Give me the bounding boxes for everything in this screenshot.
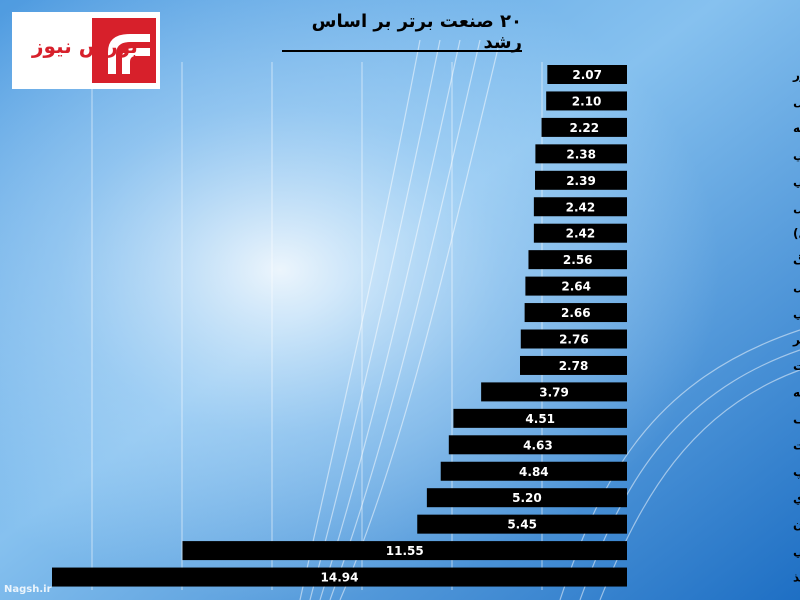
category-label: رايانه — [793, 121, 800, 135]
bar-value-label: 5.45 — [507, 518, 537, 532]
bar — [533, 223, 627, 243]
bar-value-label: 2.22 — [569, 121, 599, 135]
category-label: محصولات شيميايي — [793, 306, 800, 321]
logo-text: بورس نیوز — [32, 34, 138, 58]
bar-value-label: 4.84 — [519, 465, 549, 479]
bar-value-label: 2.64 — [561, 280, 591, 294]
bar-value-label: 2.42 — [566, 227, 596, 241]
bar — [440, 461, 627, 481]
logo-mark-icon — [92, 18, 156, 83]
category-label: شاخص 30 شركت بزرگ — [793, 252, 800, 267]
category-label: شاخص آزاد شناور — [792, 67, 800, 83]
bar — [448, 435, 627, 455]
bar — [426, 488, 627, 508]
watermark: Nagsh.ir — [4, 584, 52, 595]
bar-value-label: 2.66 — [561, 306, 591, 320]
bar — [182, 541, 627, 561]
bar — [453, 408, 627, 428]
chart-title: ۲۰ صنعت برتر بر اساس رشد — [282, 11, 522, 53]
chart-title-text: ۲۰ صنعت برتر بر اساس رشد — [311, 11, 522, 53]
bar-value-label: 2.78 — [559, 359, 589, 373]
bar — [541, 117, 627, 137]
bar — [535, 170, 627, 190]
category-label: محصولات كاغذ — [793, 571, 800, 586]
bar — [525, 276, 627, 296]
category-label: استخراج نفت جز كشف — [793, 412, 800, 426]
category-label: فلزات اساسي — [793, 147, 800, 161]
bar — [546, 91, 627, 111]
category-label: شاخص بازار اول — [793, 280, 800, 295]
bar — [535, 144, 627, 164]
logo: بورس نیوز — [12, 12, 160, 89]
category-label: شاخص كل — [793, 200, 800, 214]
bar-value-label: 5.20 — [512, 491, 542, 505]
bar-value-label: 2.39 — [566, 174, 596, 188]
bar-value-label: 2.56 — [563, 253, 593, 267]
bar-value-label: 2.10 — [572, 94, 602, 108]
category-label: ساير معادن — [793, 518, 800, 532]
bar-value-label: 2.38 — [566, 147, 596, 161]
bar-value-label: 2.07 — [572, 68, 602, 82]
title-underline — [282, 50, 522, 52]
bar-value-label: 4.63 — [523, 438, 553, 452]
bar — [52, 567, 627, 587]
bar-value-label: 2.42 — [566, 200, 596, 214]
category-label: شاخص صنعت — [793, 359, 800, 373]
category-label: چند رشته اي صنعتي — [793, 174, 800, 188]
bar — [520, 355, 627, 375]
bar-value-label: 3.79 — [539, 385, 569, 399]
bar — [547, 65, 627, 84]
category-label: شاخص قيمت(وزني-ارزشي) — [793, 227, 800, 242]
bar — [528, 250, 627, 270]
category-label: حمل و نقل — [793, 94, 800, 109]
bar — [524, 303, 627, 323]
category-label: انتشار و چاپ — [793, 465, 800, 480]
bar — [481, 382, 627, 402]
category-label: بيمه و بازنشسته — [793, 385, 800, 400]
category-label: شاخص قيمت 50 شركت — [793, 438, 800, 452]
bar-value-label: 11.55 — [386, 544, 424, 558]
category-label: شاخص50 شركت فعالتر — [792, 333, 800, 347]
bar — [533, 197, 627, 217]
category-label: فراورده نفتي — [793, 544, 800, 559]
bar-value-label: 4.51 — [525, 412, 555, 426]
bar — [417, 514, 627, 534]
category-label: كاني غيرفلزي — [793, 491, 800, 505]
bar — [520, 329, 627, 349]
bar-value-label: 14.94 — [321, 571, 359, 585]
bar-value-label: 2.76 — [559, 333, 589, 347]
